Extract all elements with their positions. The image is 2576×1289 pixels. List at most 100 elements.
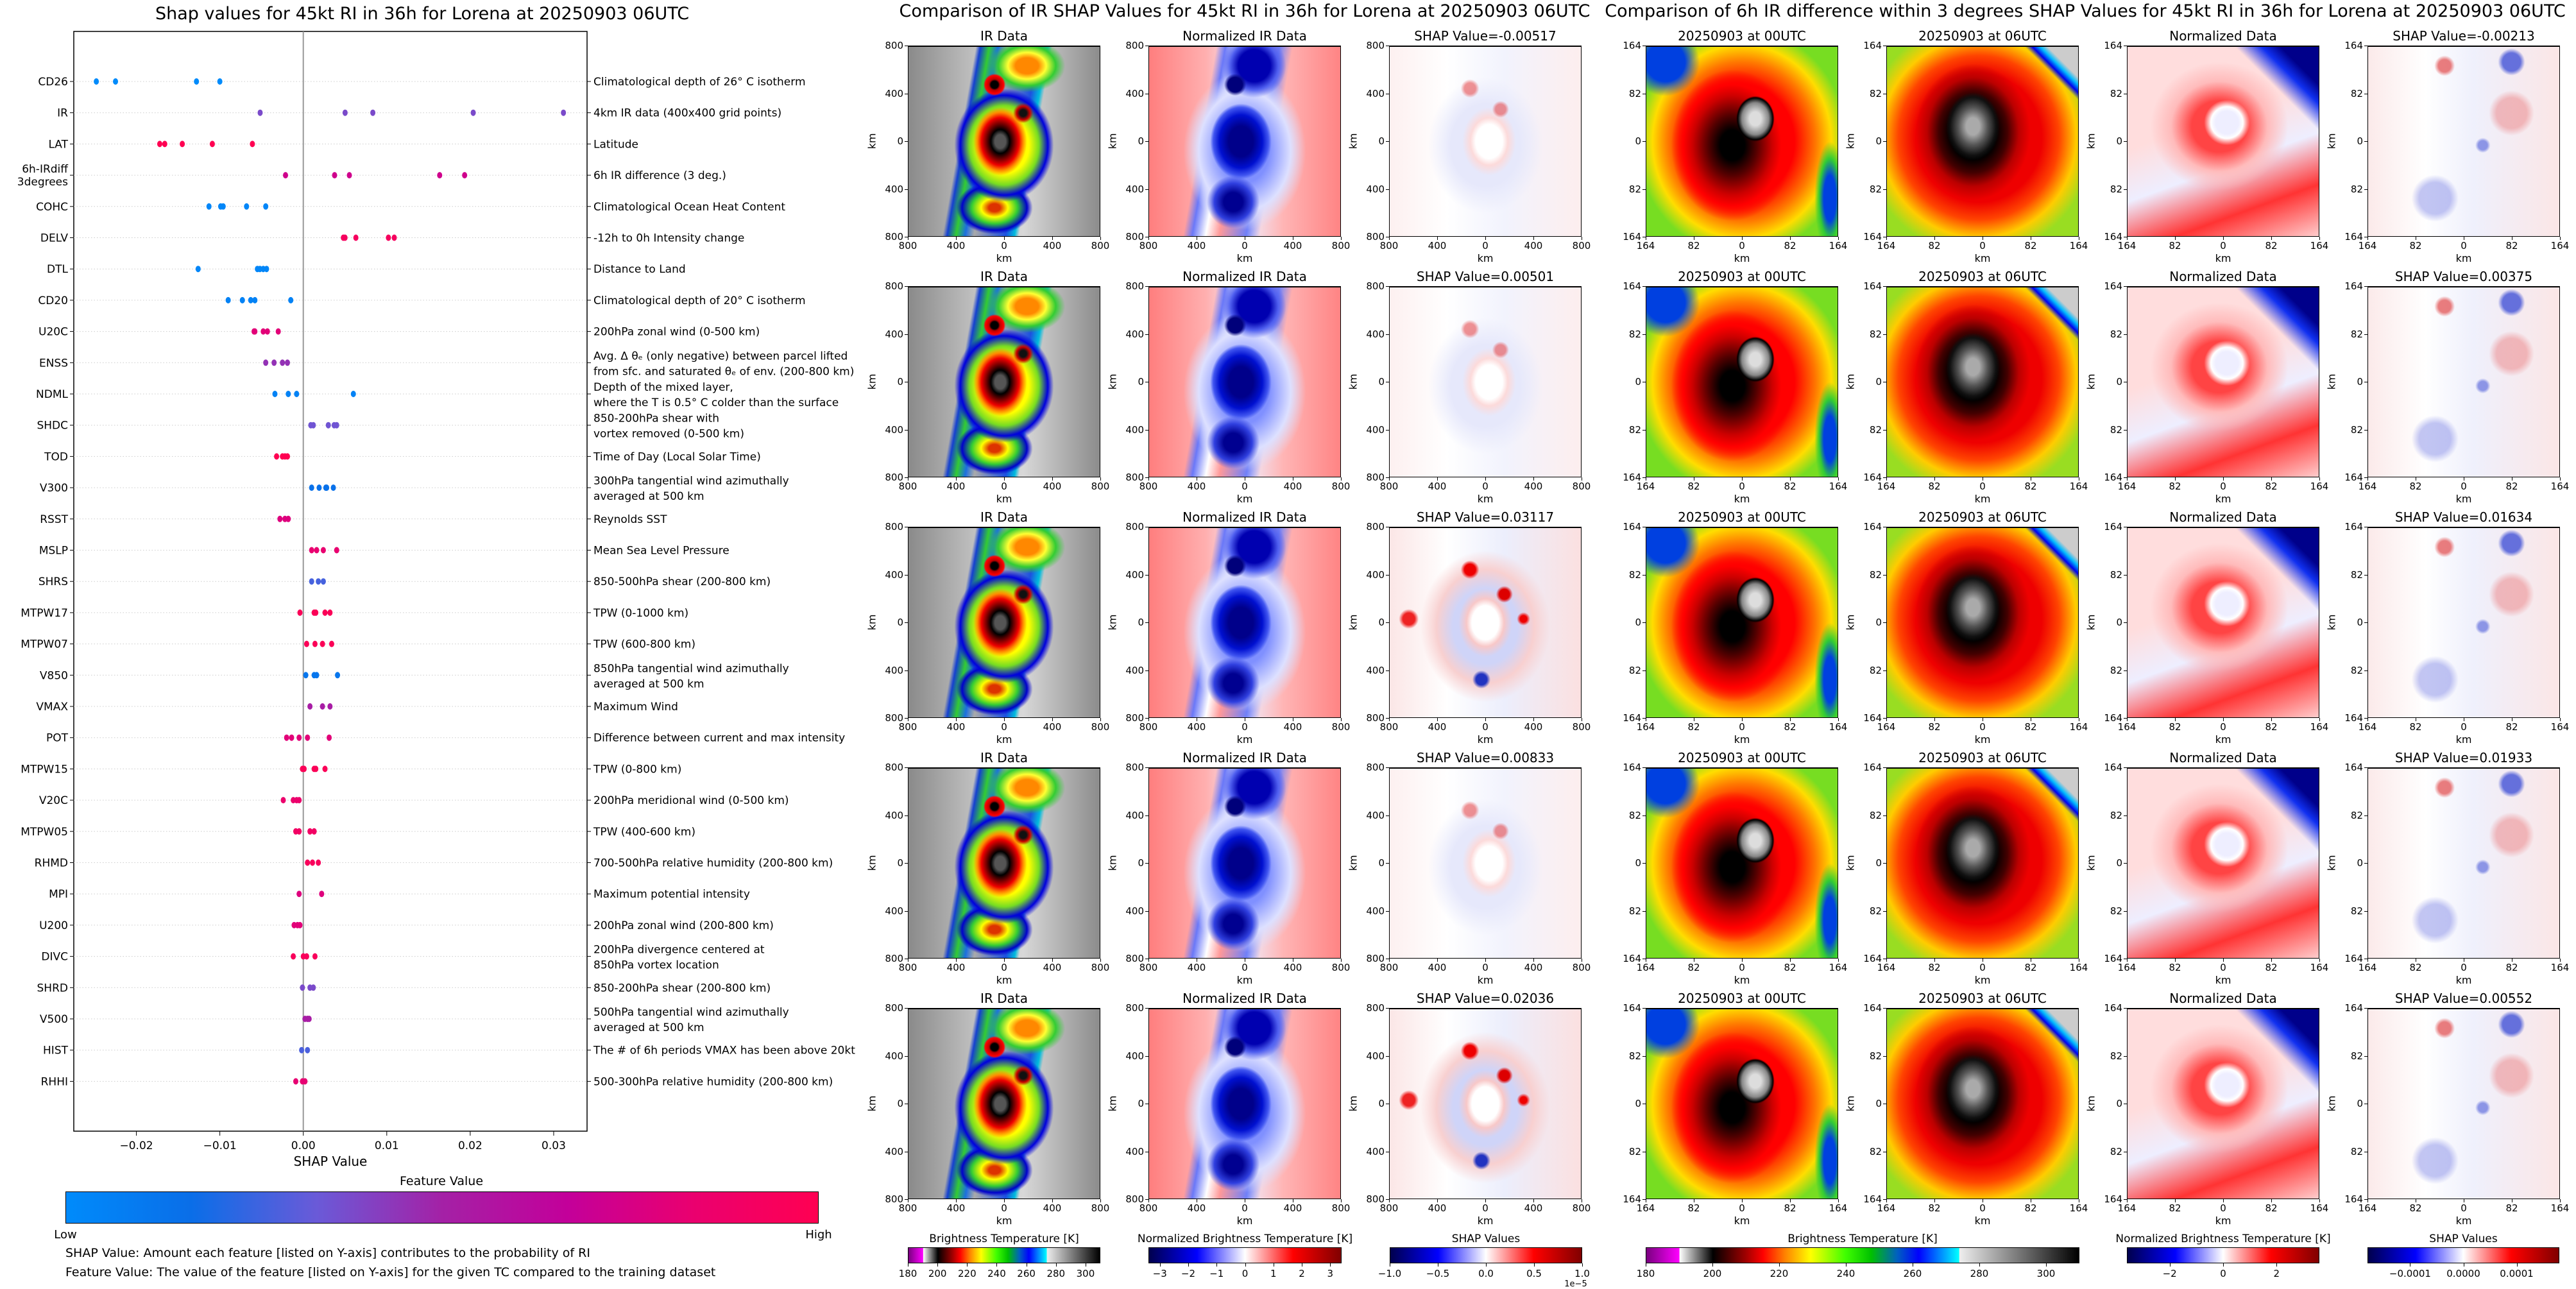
shap-point [280,359,286,366]
shap-point [316,484,322,491]
x-tick-label: 400 [1283,721,1302,733]
x-tick-label: 82 [2265,240,2278,252]
x-tick-label: 82 [1784,240,1796,252]
y-tick-label: 800 [1125,762,1144,773]
ir-00utc-panel [1646,46,1838,237]
x-axis-label: km [996,1215,1012,1227]
feature-label-line: LAT [48,138,68,151]
y-tick-mark [2364,1199,2367,1200]
x-tick-label: 82 [1784,481,1796,492]
y-tick-label: 0 [1635,857,1641,869]
feature-label: RHMD [35,857,68,870]
x-tick-mark [1790,959,1791,962]
x-tick-label: 82 [2409,1202,2422,1214]
shap-point [316,859,321,866]
feature-label-line: 6h-IRdiff [22,163,69,176]
y-tick-label: 82 [2350,664,2363,676]
y-tick-mark [1642,863,1646,864]
feature-label: SHDC [37,420,68,432]
shap-point [157,141,162,148]
x-tick-label: 0 [1979,240,1986,252]
ir-figure-title: Comparison of IR SHAP Values for 45kt RI… [899,1,1591,21]
shap-point [300,984,305,991]
colorbar-tick-label: −1.0 [1378,1268,1402,1279]
x-axis-label: km [1236,1215,1253,1227]
y-tick-mark [905,574,908,576]
x-tick-mark [1934,477,1935,481]
shap-point [275,328,281,335]
y-tick-label: 164 [1863,762,1882,773]
colorbar-tick-mark [2516,1263,2518,1267]
shap-point [299,1046,305,1054]
feature-description-line: TPW (600-800 km) [593,638,695,651]
y-tick-label: 164 [2104,40,2122,51]
ir-data-panel [908,767,1100,959]
y-tick-mark [1145,863,1148,864]
y-tick-mark [1883,815,1886,816]
x-tick-mark [1052,237,1053,240]
ir-06utc-panel [1886,527,2079,718]
y-tick-label: 800 [885,472,903,483]
shap-point [264,266,269,273]
y-tick-label: 0 [1138,617,1144,628]
y-axis-label: km [1844,373,1857,390]
x-tick-label: 164 [2069,240,2088,252]
x-tick-label: 164 [2550,962,2570,973]
feature-label: V300 [40,482,68,495]
x-tick-mark [1004,718,1005,721]
x-tick-mark [956,477,957,481]
colorbar-tick-label: 200 [928,1268,947,1279]
y-tick-label: 0 [1635,135,1641,147]
x-tick-mark [1004,477,1005,481]
y-tick-mark [2124,1008,2127,1009]
x-tick-mark [2271,718,2272,721]
feature-description-line: 200hPa divergence centered at [593,944,765,957]
x-axis-label: km [2455,493,2472,505]
y-tick-label: 82 [2110,328,2122,340]
y-tick-label: 800 [885,521,903,533]
y-tick-mark [2364,334,2367,335]
colorbar-tick-label: 1.0 [1574,1268,1590,1279]
y-tick-mark [1386,910,1389,912]
y-tick-label: 400 [1125,328,1144,340]
x-axis-label: km [1477,493,1494,505]
x-tick-label: 0 [2461,1202,2467,1214]
y-tick-mark [2124,334,2127,335]
feature-description: 200hPa zonal wind (200-800 km) [593,919,774,932]
x-tick-mark [2127,477,2128,481]
shap-point [294,391,300,397]
y-tick-mark [1145,286,1148,287]
x-tick-label: 82 [2265,481,2278,492]
x-tick-label: 164 [2117,481,2137,492]
x-tick-mark [1485,1199,1486,1202]
x-tick-label: 400 [946,721,966,733]
y-tick-mark [1386,334,1389,335]
x-tick-label: 800 [1331,962,1351,973]
x-tick-label: 82 [1928,1202,1941,1214]
x-tick-label: 400 [1283,1202,1302,1214]
y-tick-label: 800 [1366,231,1385,243]
feature-description-line: 850-500hPa shear (200-800 km) [593,576,771,588]
x-tick-label: 82 [2409,721,2422,733]
x-tick-label: 800 [1572,962,1591,973]
x-tick-label: 0 [1001,721,1007,733]
x-tick-label: 164 [2358,240,2377,252]
feature-description-line: Latitude [593,138,638,151]
y-tick-label: 0 [2116,857,2122,869]
y-tick-label: 82 [2350,87,2363,99]
x-tick-label: 800 [1139,721,1158,733]
y-tick-label: 800 [885,280,903,292]
y-tick-mark [1145,767,1148,768]
ir-06utc-panel [1886,1008,2079,1199]
x-tick-mark [2560,959,2561,962]
x-tick-label: 164 [2069,721,2088,733]
x-tick-mark [1437,718,1438,721]
y-tick-label: 0 [2357,1098,2363,1109]
y-tick-mark [2364,863,2367,864]
brightness-temperature-colorbar [908,1247,1100,1263]
y-tick-mark [1145,189,1148,190]
x-tick-label: 164 [2310,1202,2329,1214]
y-tick-label: 400 [1125,87,1144,99]
x-axis-label: km [1974,733,1991,746]
feature-label-line: U20C [38,326,68,339]
